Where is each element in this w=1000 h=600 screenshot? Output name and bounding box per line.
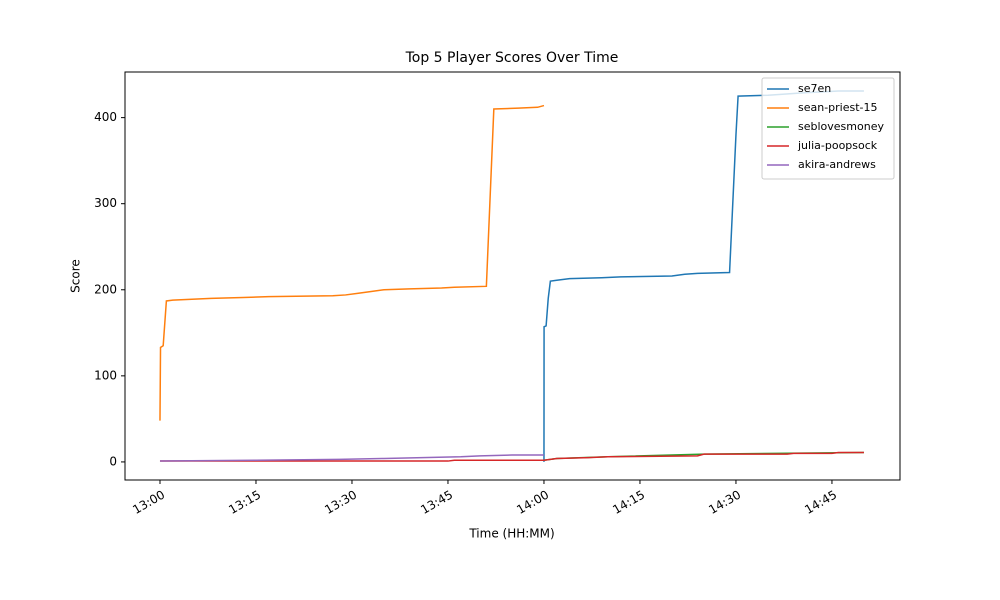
y-tick-label: 0 <box>109 454 117 468</box>
legend-label: sean-priest-15 <box>798 101 878 114</box>
legend-box <box>761 77 895 180</box>
legend-label: akira-andrews <box>798 158 876 171</box>
x-axis-label: Time (HH:MM) <box>468 527 554 541</box>
y-tick-label: 400 <box>94 110 117 124</box>
series-line <box>159 451 864 462</box>
y-axis-label: Score <box>69 259 83 293</box>
legend-label: seblovesmoney <box>798 120 884 133</box>
legend-label: se7en <box>798 82 831 95</box>
y-tick-label: 300 <box>94 196 117 210</box>
series-line <box>159 104 545 421</box>
series-line <box>159 454 544 462</box>
plot-frame <box>124 71 901 481</box>
legend-label: julia-poopsock <box>797 139 878 152</box>
chart-title: Top 5 Player Scores Over Time <box>405 50 619 66</box>
y-tick-label: 200 <box>94 282 117 296</box>
y-tick-label: 100 <box>94 368 117 382</box>
